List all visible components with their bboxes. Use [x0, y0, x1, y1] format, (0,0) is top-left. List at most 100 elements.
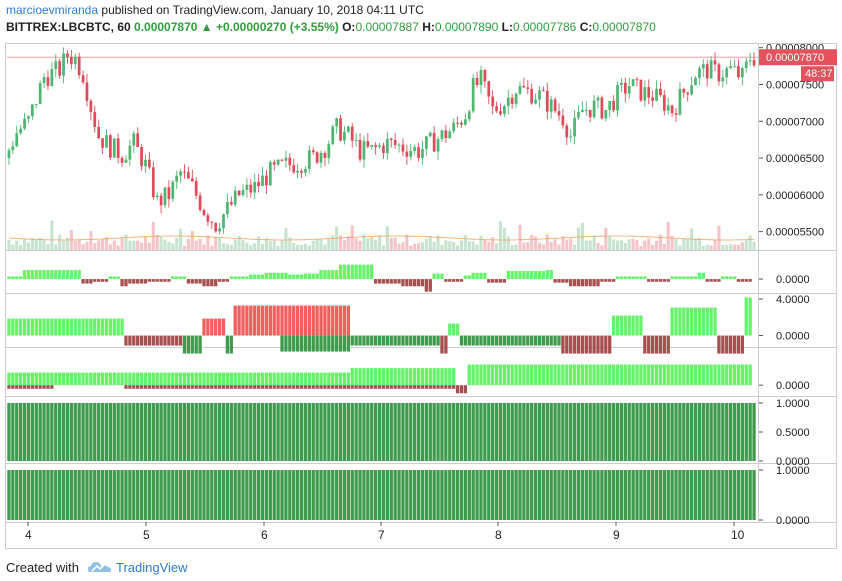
candle-body — [491, 96, 495, 107]
volume-bar — [612, 239, 616, 250]
histogram-bar — [214, 318, 218, 336]
pane4-axis-label: 1.0000 — [776, 398, 810, 410]
histogram-bar — [315, 335, 319, 352]
histogram-bar — [190, 470, 194, 520]
volume-bar — [97, 240, 101, 250]
candle-body — [385, 138, 389, 154]
candle-body — [190, 178, 194, 182]
candle-body — [319, 152, 323, 163]
histogram-bar — [73, 372, 77, 386]
histogram-bar — [42, 470, 46, 520]
histogram-bar — [159, 372, 163, 386]
volume-bar — [124, 234, 128, 250]
histogram-bar — [136, 385, 140, 389]
histogram-bar — [202, 318, 206, 336]
histogram-bar — [530, 403, 534, 461]
volume-bar — [596, 243, 600, 250]
countdown-tag — [801, 66, 834, 82]
histogram-bar — [288, 372, 292, 386]
histogram-bar — [697, 272, 702, 280]
histogram-bar — [580, 470, 585, 520]
histogram-bar — [327, 385, 331, 389]
histogram-bar — [128, 470, 132, 520]
histogram-bar — [584, 335, 588, 354]
histogram-bar — [334, 372, 339, 386]
histogram-bar — [69, 470, 74, 520]
histogram-bar — [643, 335, 647, 354]
histogram-bar — [389, 279, 393, 284]
histogram-bar — [405, 470, 409, 520]
histogram-bar — [280, 385, 284, 389]
chart-svg[interactable]: 0.000080000.000075000.000070000.00006500… — [0, 0, 842, 556]
candle-body — [709, 60, 713, 79]
histogram-bar — [366, 335, 370, 346]
candle-body — [15, 133, 19, 147]
histogram-bar — [596, 335, 600, 354]
candle-body — [444, 130, 448, 139]
volume-bar — [420, 242, 425, 250]
tradingview-brand[interactable]: TradingView — [116, 560, 188, 575]
histogram-bar — [401, 368, 405, 386]
histogram-bar — [97, 470, 101, 520]
histogram-bar — [26, 385, 31, 389]
histogram-bar — [26, 372, 31, 386]
histogram-bar — [502, 403, 507, 461]
volume-bar — [342, 240, 346, 250]
candle-body — [409, 150, 413, 157]
histogram-bar — [553, 279, 557, 283]
histogram-bar — [362, 385, 366, 389]
histogram-bar — [686, 403, 690, 461]
histogram-bar — [471, 335, 475, 346]
volume-bar — [522, 242, 526, 250]
histogram-bar — [292, 274, 296, 280]
histogram-bar — [444, 335, 448, 354]
close-label: C: — [579, 20, 593, 34]
histogram-bar — [428, 368, 432, 386]
histogram-bar — [89, 372, 93, 386]
histogram-bar — [198, 372, 202, 386]
histogram-bar — [397, 368, 401, 386]
candle-body — [327, 144, 331, 158]
candle-body — [358, 139, 362, 160]
candle-body — [343, 131, 346, 141]
histogram-bar — [506, 335, 510, 346]
histogram-bar — [436, 470, 440, 520]
histogram-bar — [151, 372, 155, 386]
histogram-bar — [65, 270, 70, 280]
histogram-bar — [175, 372, 179, 386]
histogram-bar — [307, 305, 311, 336]
histogram-bar — [334, 385, 339, 389]
histogram-bar — [526, 364, 530, 386]
candle-body — [249, 184, 253, 193]
histogram-bar — [210, 470, 214, 520]
histogram-bar — [288, 403, 292, 461]
histogram-bar — [299, 385, 304, 389]
histogram-bar — [159, 279, 163, 282]
histogram-bar — [448, 323, 452, 336]
histogram-bar — [424, 335, 429, 346]
histogram-bar — [475, 335, 479, 346]
author-link[interactable]: marcioevmiranda — [6, 3, 99, 17]
price-axis-label: 0.00007500 — [766, 79, 824, 91]
histogram-bar — [498, 364, 503, 386]
histogram-bar — [354, 264, 358, 280]
histogram-bar — [22, 318, 27, 336]
histogram-bar — [338, 305, 343, 336]
histogram-bar — [225, 403, 230, 461]
histogram-bar — [186, 385, 191, 389]
histogram-bar — [377, 368, 382, 386]
candle-body — [268, 162, 272, 186]
histogram-bar — [701, 403, 705, 461]
pane3-axis-label: 0.0000 — [776, 380, 810, 392]
histogram-bar — [256, 305, 261, 336]
candle-body — [725, 68, 729, 78]
histogram-bar — [725, 470, 729, 520]
histogram-bar — [370, 335, 374, 346]
candle-body — [413, 147, 417, 151]
histogram-bar — [245, 403, 249, 461]
histogram-bar — [241, 305, 245, 336]
histogram-bar — [373, 385, 378, 389]
histogram-bar — [225, 372, 230, 386]
last-price-tag-label: 0.00007870 — [766, 52, 824, 64]
histogram-bar — [483, 364, 487, 386]
